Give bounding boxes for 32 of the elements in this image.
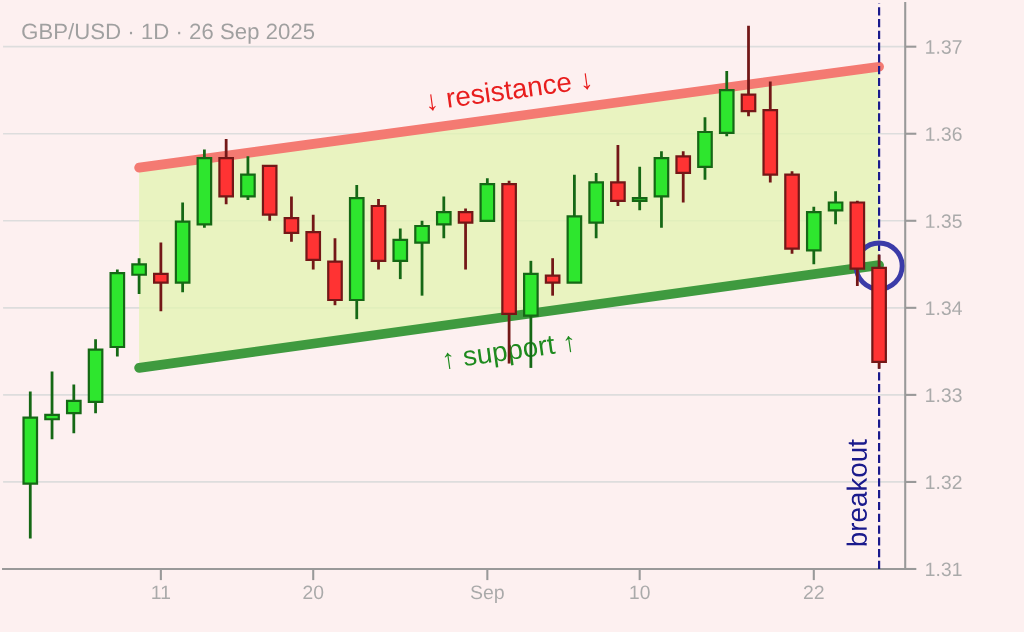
candlestick [827,189,844,226]
y-tick-label: 1.31 [926,562,962,577]
y-tick-label: 1.34 [926,301,962,316]
y-tick-label: 1.36 [926,127,962,141]
x-tick-label: Sep [470,585,504,604]
candlestick [675,149,692,204]
candlestick [631,165,648,212]
text: GBP/USD · 1D · 26 Sep 2025 [22,22,315,44]
candlestick [131,256,147,296]
candlestick [392,227,409,281]
y-tick-label: 1.32 [926,475,962,490]
x-tick-label: 11 [152,585,171,600]
candlestick [240,154,256,202]
candlestick [283,195,300,244]
annotation: breakout [846,439,867,546]
y-tick-label: 1.37 [926,40,962,54]
candlestick [65,383,82,435]
text: ↑ support ↑ [443,333,575,375]
y-tick-label: 1.33 [926,388,962,403]
candlestick [414,219,430,298]
candlestick [457,207,474,271]
text: ↓ resistance ↓ [426,68,591,112]
candlestick [435,195,452,240]
y-tick-label: 1.35 [926,214,962,229]
x-tick-label: 20 [303,585,324,600]
x-tick-label: 10 [630,585,650,600]
candlestick [544,256,561,298]
candlestick [740,24,757,118]
candlestick [153,241,169,313]
x-tick-label: 22 [803,585,824,600]
candlestick [610,143,626,208]
candlestick [44,369,60,441]
